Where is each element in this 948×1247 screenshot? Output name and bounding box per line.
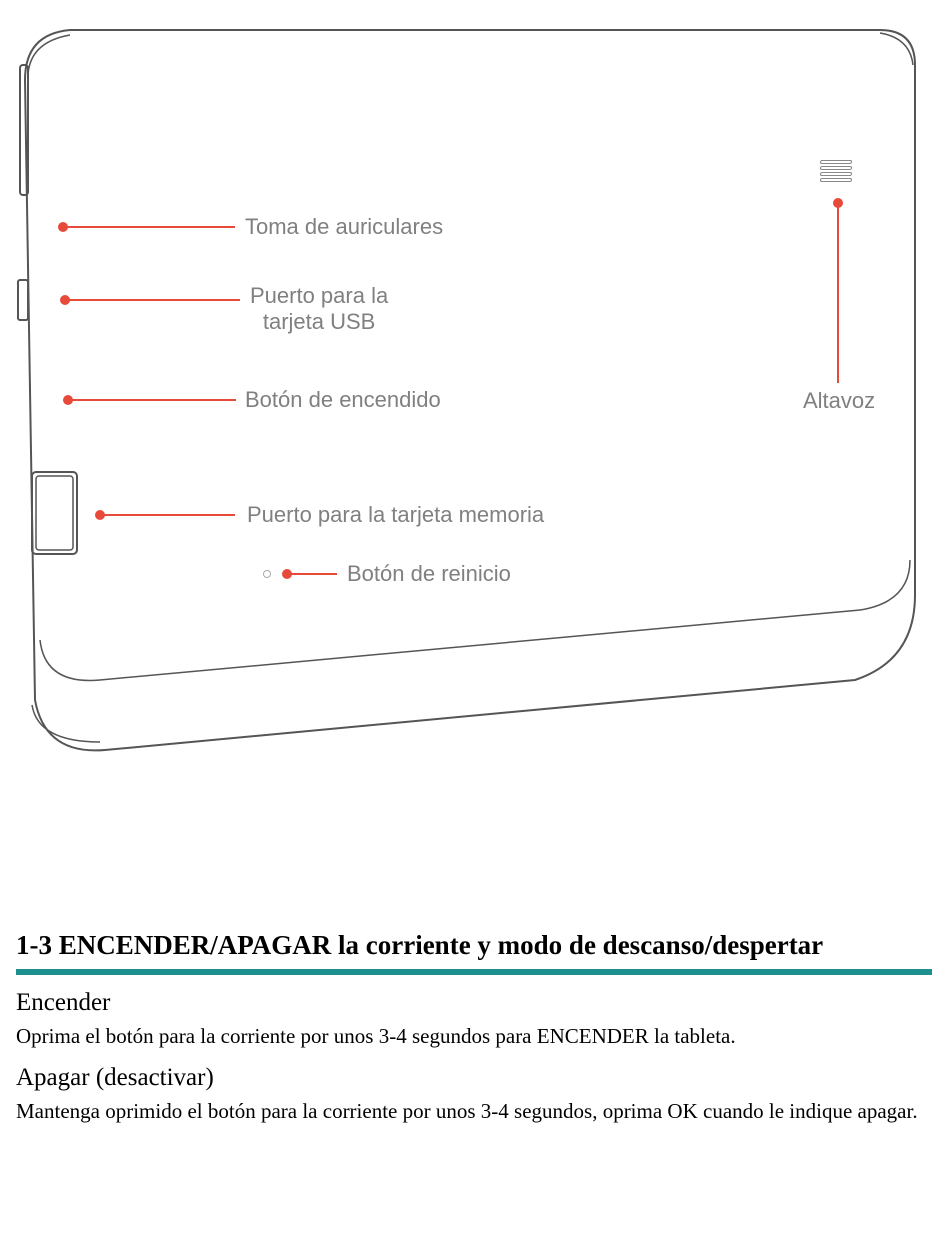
label-headphone: Toma de auriculares [245,214,443,240]
label-speaker: Altavoz [803,388,875,414]
label-usb-line1: Puerto para la [250,283,388,308]
tablet-diagram: Toma de auriculares Puerto para la tarje… [0,0,948,760]
label-power: Botón de encendido [245,387,441,413]
apagar-heading: Apagar (desactivar) [16,1064,932,1092]
speaker-icon [820,160,852,184]
apagar-body: Mantenga oprimido el botón para la corri… [16,1098,932,1125]
callout-line [63,226,235,228]
callout-line [287,573,337,575]
callout-line [100,514,235,516]
label-memory: Puerto para la tarjeta memoria [247,502,544,528]
reset-hole [263,570,271,578]
text-content: 1-3 ENCENDER/APAGAR la corriente y modo … [0,760,948,1156]
label-usb: Puerto para la tarjeta USB [250,283,388,336]
callout-line-vertical [837,203,839,383]
callout-line [65,299,240,301]
section-title: 1-3 ENCENDER/APAGAR la corriente y modo … [16,930,932,961]
callout-line [68,399,236,401]
encender-heading: Encender [16,989,932,1017]
label-usb-line2: tarjeta USB [263,309,376,334]
label-reset: Botón de reinicio [347,561,511,587]
tablet-outline-svg [10,20,930,760]
encender-body: Oprima el botón para la corriente por un… [16,1023,932,1050]
section-rule [16,969,932,975]
